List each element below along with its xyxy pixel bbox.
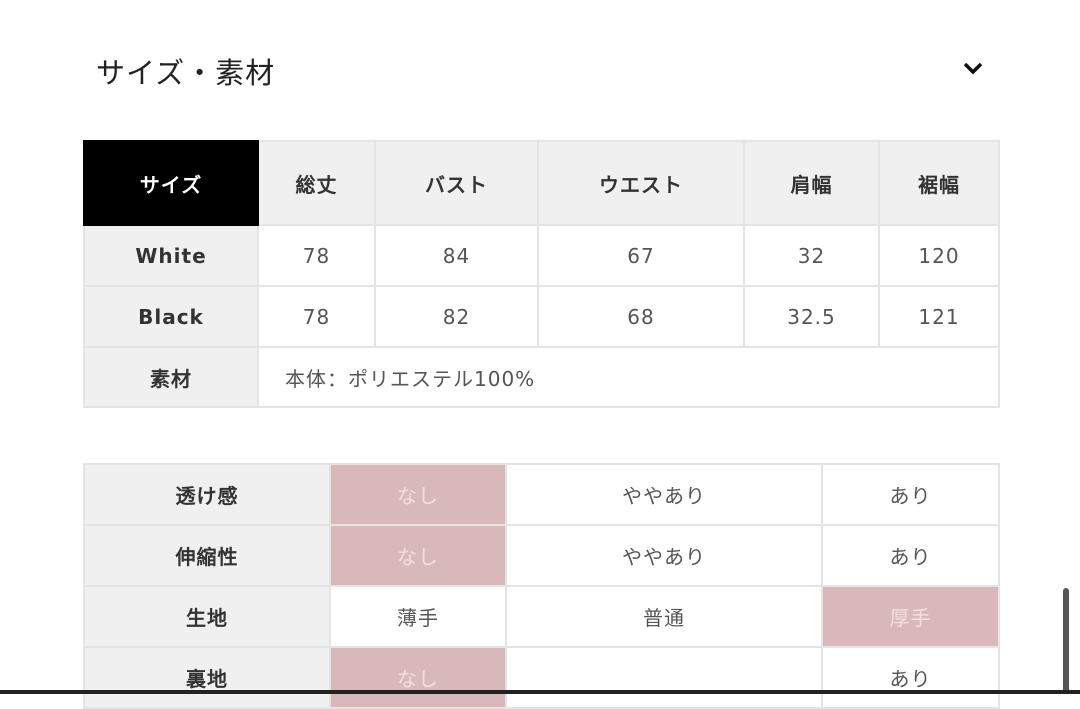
option-cell: あり — [821, 524, 1000, 587]
scrollbar[interactable] — [1063, 588, 1069, 694]
material-value: 本体：ポリエステル100% — [257, 346, 1000, 408]
attributes-table: 透け感 なし ややあり あり 伸縮性 なし ややあり あり 生地 薄手 普通 厚手 裏地 なし あり — [83, 463, 1000, 709]
header-hem: 裾幅 — [878, 140, 1000, 226]
table-row: White 78 84 67 32 120 — [83, 224, 1000, 287]
cell: 78 — [257, 285, 376, 348]
option-cell: あり — [821, 463, 1000, 526]
option-cell: ややあり — [505, 524, 823, 587]
option-cell: 普通 — [505, 585, 823, 648]
row-label: Black — [83, 285, 259, 348]
row-label: 透け感 — [83, 463, 331, 526]
row-label: 裏地 — [83, 646, 331, 709]
header-shoulder: 肩幅 — [743, 140, 880, 226]
bottom-bar — [0, 690, 1080, 694]
option-cell: 薄手 — [329, 585, 507, 648]
cell: 82 — [374, 285, 539, 348]
chevron-down-icon[interactable] — [960, 58, 986, 78]
size-table: サイズ 総丈 バスト ウエスト 肩幅 裾幅 White 78 84 67 32 … — [83, 140, 1000, 408]
table-row: 伸縮性 なし ややあり あり — [83, 524, 1000, 587]
option-cell — [505, 646, 823, 709]
section-title: サイズ・素材 — [96, 56, 276, 90]
table-row: 透け感 なし ややあり あり — [83, 463, 1000, 526]
table-row: 裏地 なし あり — [83, 646, 1000, 709]
selected-option-cell: 厚手 — [821, 585, 1000, 648]
header-length: 総丈 — [257, 140, 376, 226]
row-label: 伸縮性 — [83, 524, 331, 587]
cell: 68 — [537, 285, 745, 348]
cell: 78 — [257, 224, 376, 287]
cell: 32.5 — [743, 285, 880, 348]
cell: 121 — [878, 285, 1000, 348]
selected-option-cell: なし — [329, 646, 507, 709]
row-label: 生地 — [83, 585, 331, 648]
material-label: 素材 — [83, 346, 259, 408]
table-row: Black 78 82 68 32.5 121 — [83, 285, 1000, 348]
table-row: 生地 薄手 普通 厚手 — [83, 585, 1000, 648]
selected-option-cell: なし — [329, 463, 507, 526]
option-cell: ややあり — [505, 463, 823, 526]
cell: 84 — [374, 224, 539, 287]
selected-option-cell: なし — [329, 524, 507, 587]
size-table-header-row: サイズ 総丈 バスト ウエスト 肩幅 裾幅 — [83, 140, 1000, 226]
row-label: White — [83, 224, 259, 287]
header-size: サイズ — [83, 140, 259, 226]
cell: 120 — [878, 224, 1000, 287]
cell: 32 — [743, 224, 880, 287]
option-cell: あり — [821, 646, 1000, 709]
cell: 67 — [537, 224, 745, 287]
header-bust: バスト — [374, 140, 539, 226]
header-waist: ウエスト — [537, 140, 745, 226]
material-row: 素材 本体：ポリエステル100% — [83, 346, 1000, 408]
